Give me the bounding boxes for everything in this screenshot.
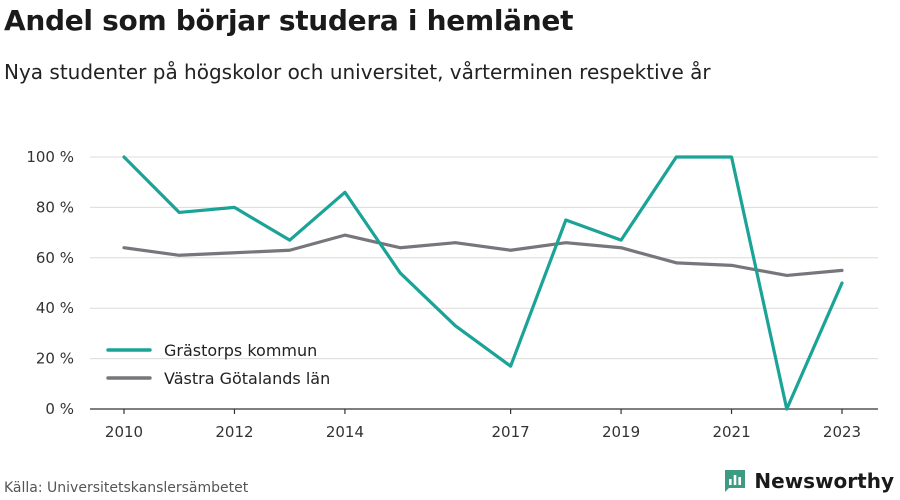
x-tick-label: 2012	[215, 423, 253, 441]
chart-title: Andel som börjar studera i hemlänet	[4, 4, 574, 37]
series-lines	[122, 155, 844, 411]
x-tick-label: 2021	[712, 423, 750, 441]
series-line-2	[122, 233, 844, 278]
legend-label: Västra Götalands län	[164, 369, 330, 388]
y-tick-label: 20 %	[36, 350, 74, 368]
legend: Grästorps kommun Västra Götalands län	[106, 341, 330, 388]
y-axis-ticks: 0 % 20 % 40 % 60 % 80 % 100 %	[26, 148, 74, 418]
x-tick-label: 2010	[105, 423, 143, 441]
y-tick-label: 0 %	[45, 400, 74, 418]
y-tick-label: 100 %	[26, 148, 74, 166]
grid-lines	[90, 156, 878, 360]
x-tick-label: 2014	[326, 423, 364, 441]
x-tick-label: 2023	[823, 423, 861, 441]
source-note: Källa: Universitetskanslersämbetet	[4, 480, 249, 496]
y-tick-label: 40 %	[36, 299, 74, 317]
chart-subtitle: Nya studenter på högskolor och universit…	[4, 60, 711, 84]
brand-name: Newsworthy	[754, 469, 894, 493]
series-line-1	[122, 155, 844, 411]
x-axis-ticks: 2010 2012 2014 2017 2019 2021 2023	[105, 409, 861, 441]
x-tick-label: 2019	[602, 423, 640, 441]
bar-chart-icon	[723, 468, 747, 494]
y-tick-label: 60 %	[36, 249, 74, 267]
legend-label: Grästorps kommun	[164, 341, 317, 360]
x-tick-label: 2017	[492, 423, 530, 441]
brand-logo[interactable]: Newsworthy	[723, 468, 894, 494]
y-tick-label: 80 %	[36, 198, 74, 216]
